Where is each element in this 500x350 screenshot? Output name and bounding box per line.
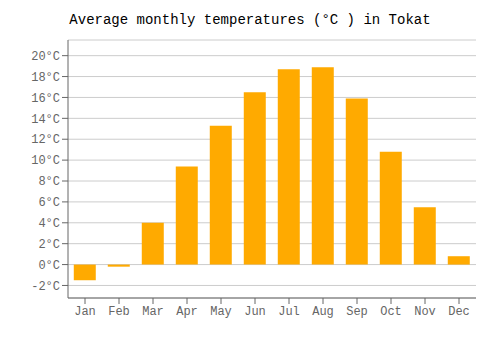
svg-text:Sep: Sep: [346, 305, 368, 319]
svg-text:12°C: 12°C: [31, 133, 60, 147]
svg-text:10°C: 10°C: [31, 154, 60, 168]
svg-text:20°C: 20°C: [31, 50, 60, 64]
svg-text:4°C: 4°C: [38, 217, 60, 231]
svg-text:Apr: Apr: [176, 305, 198, 319]
svg-text:0°C: 0°C: [38, 259, 60, 273]
svg-text:Jan: Jan: [74, 305, 96, 319]
svg-text:8°C: 8°C: [38, 175, 60, 189]
svg-text:Aug: Aug: [312, 305, 334, 319]
svg-text:Dec: Dec: [448, 305, 470, 319]
svg-text:Jul: Jul: [278, 305, 300, 319]
svg-text:2°C: 2°C: [38, 238, 60, 252]
svg-text:16°C: 16°C: [31, 92, 60, 106]
svg-text:18°C: 18°C: [31, 71, 60, 85]
svg-text:6°C: 6°C: [38, 196, 60, 210]
svg-text:Oct: Oct: [380, 305, 402, 319]
svg-text:Mar: Mar: [142, 305, 164, 319]
svg-text:May: May: [210, 305, 232, 319]
svg-text:Jun: Jun: [244, 305, 266, 319]
svg-text:Nov: Nov: [414, 305, 436, 319]
svg-text:-2°C: -2°C: [31, 280, 60, 294]
svg-text:14°C: 14°C: [31, 113, 60, 127]
html-text:Average monthly temperatures (: Average monthly temperatures (°C ) in To…: [69, 12, 431, 28]
svg-text:Feb: Feb: [108, 305, 130, 319]
